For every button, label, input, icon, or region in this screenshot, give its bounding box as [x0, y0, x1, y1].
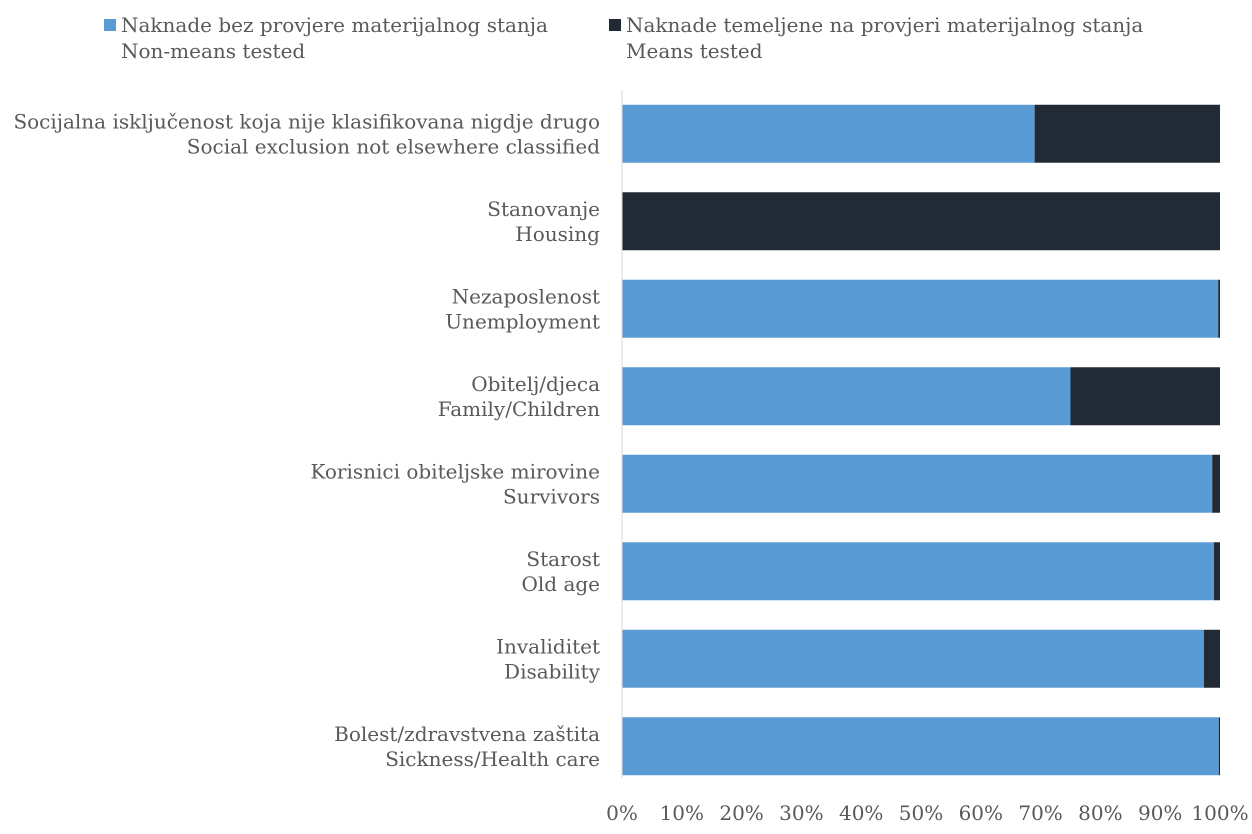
- category-label-survivors: Korisnici obiteljske mirovine Survivors: [310, 459, 600, 508]
- x-tick-label-90pct: 90%: [1138, 801, 1182, 825]
- category-label-line: Disability: [504, 659, 601, 683]
- x-axis-tick-labels: 0% 10% 20% 30% 40% 50% 60% 70% 80% 90% 100%: [606, 801, 1248, 825]
- bar-means-tested-disability: [1203, 629, 1220, 688]
- x-tick-label-100pct: 100%: [1191, 801, 1248, 825]
- bar-means-tested-housing: [622, 192, 1220, 251]
- bar-non-means-tested-disability: [622, 629, 1204, 688]
- category-label-line: Unemployment: [445, 309, 600, 333]
- category-label-line: Housing: [515, 222, 600, 246]
- category-label-unemployment: Nezaposlenost Unemployment: [445, 284, 600, 333]
- bar-means-tested-unemployment: [1218, 279, 1220, 338]
- legend-swatch-non-means-tested: [104, 19, 116, 31]
- legend-label-non-means-tested: Naknade bez provjere materijalnog stanja…: [121, 12, 548, 64]
- category-label-line: Nezaposlenost: [452, 284, 600, 308]
- x-tick-label-30pct: 30%: [779, 801, 823, 825]
- x-tick-label-50pct: 50%: [899, 801, 943, 825]
- x-tick-label-70pct: 70%: [1018, 801, 1062, 825]
- legend-label-means-tested: Naknade temeljene na provjeri materijaln…: [626, 12, 1143, 64]
- legend-label-line-2: Means tested: [626, 39, 763, 63]
- x-tick-label-0pct: 0%: [606, 801, 638, 825]
- category-label-old-age: Starost Old age: [521, 547, 600, 596]
- x-tick-label-40pct: 40%: [839, 801, 883, 825]
- category-label-family-children: Obitelj/djeca Family/Children: [438, 372, 600, 421]
- bar-means-tested-old-age: [1214, 542, 1220, 601]
- x-tick-label-10pct: 10%: [660, 801, 704, 825]
- category-label-line: Sickness/Health care: [385, 747, 600, 771]
- bar-non-means-tested-survivors: [622, 454, 1213, 513]
- bar-non-means-tested-family-children: [622, 367, 1071, 426]
- bars-group: [622, 104, 1220, 776]
- category-label-housing: Stanovanje Housing: [487, 197, 600, 246]
- bar-non-means-tested-sickness-health-care: [622, 717, 1219, 776]
- legend-label-line-2: Non-means tested: [121, 39, 306, 63]
- category-label-social-exclusion-not-elsewhere-classified: Socijalna isključenost koja nije klasifi…: [13, 109, 600, 158]
- x-tick-label-60pct: 60%: [959, 801, 1003, 825]
- category-label-line: Old age: [521, 572, 600, 596]
- legend-label-line-1: Naknade temeljene na provjeri materijaln…: [626, 13, 1144, 37]
- category-label-line: Korisnici obiteljske mirovine: [310, 459, 600, 483]
- bar-non-means-tested-social-exclusion-not-elsewhere-classified: [622, 104, 1035, 163]
- category-label-line: Social exclusion not elsewhere classifie…: [187, 134, 600, 158]
- category-labels: Socijalna isključenost koja nije klasifi…: [13, 109, 600, 771]
- bar-means-tested-social-exclusion-not-elsewhere-classified: [1034, 104, 1220, 163]
- category-label-sickness-health-care: Bolest/zdravstvena zaštita Sickness/Healt…: [334, 722, 600, 771]
- category-label-line: Starost: [526, 547, 600, 571]
- x-tick-label-80pct: 80%: [1078, 801, 1122, 825]
- category-label-line: Survivors: [503, 484, 600, 508]
- category-label-line: Invaliditet: [496, 634, 600, 658]
- legend-swatch-means-tested: [609, 19, 621, 31]
- category-label-line: Stanovanje: [487, 197, 600, 221]
- category-label-line: Socijalna isključenost koja nije klasifi…: [13, 109, 600, 133]
- bar-non-means-tested-old-age: [622, 542, 1215, 601]
- x-tick-label-20pct: 20%: [719, 801, 763, 825]
- category-label-disability: Invaliditet Disability: [496, 634, 601, 683]
- bar-means-tested-survivors: [1212, 454, 1220, 513]
- category-label-line: Family/Children: [438, 397, 600, 421]
- category-label-line: Bolest/zdravstvena zaštita: [334, 722, 600, 746]
- legend-label-line-1: Naknade bez provjere materijalnog stanja: [121, 13, 548, 37]
- legend: Naknade bez provjere materijalnog stanja…: [0, 12, 1252, 72]
- bar-means-tested-sickness-health-care: [1218, 717, 1220, 776]
- category-label-line: Obitelj/djeca: [471, 372, 600, 396]
- bar-non-means-tested-unemployment: [622, 279, 1219, 338]
- bar-means-tested-family-children: [1070, 367, 1220, 426]
